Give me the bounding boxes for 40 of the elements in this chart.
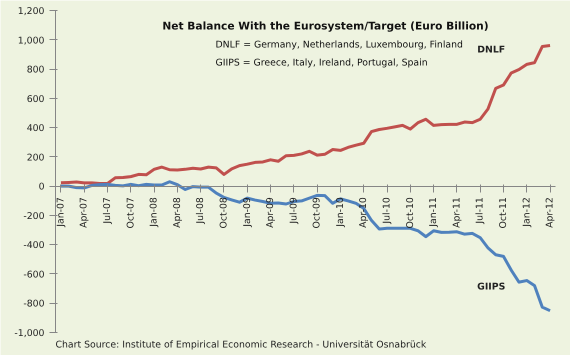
y-tick-label: -800 <box>23 298 45 310</box>
x-tick-label: Apr-11 <box>451 197 462 228</box>
x-tick-label: Oct-09 <box>312 197 323 228</box>
x-tick-label: Apr-10 <box>358 197 370 228</box>
y-tick-label: 1,200 <box>18 6 45 17</box>
x-tick-label: Apr-07 <box>78 197 90 228</box>
x-tick-label: Jul-10 <box>382 197 393 225</box>
text: Net Balance With the Eurosystem/Target (Euro Billion) <box>162 20 489 32</box>
y-tick-label: 600 <box>26 94 45 105</box>
x-tick-label: Apr-09 <box>265 197 276 228</box>
x-tick-label: Jan-09 <box>242 197 253 228</box>
x-tick-label: Jan-10 <box>334 197 346 228</box>
x-tick-label: Apr-08 <box>172 197 183 228</box>
y-tick-label: -400 <box>23 240 45 252</box>
x-tick-label: Jan-08 <box>148 197 160 228</box>
x-tick-label: Jan-07 <box>55 197 66 228</box>
y-tick-label: 400 <box>26 123 45 134</box>
series-label: DNLF <box>477 44 506 56</box>
y-tick-label: 200 <box>26 152 45 164</box>
y-tick-label: -1,000 <box>14 328 45 339</box>
annotation: GIIPS = Greece, Italy, Ireland, Portugal, Spain <box>216 58 428 68</box>
x-tick-label: Oct-10 <box>404 197 416 228</box>
x-tick-label: Oct-07 <box>125 197 136 228</box>
x-tick-label: Jan-11 <box>428 197 440 228</box>
y-tick-label: 800 <box>26 64 45 76</box>
y-tick-label: 1,000 <box>18 35 45 46</box>
text: Chart Source: Institute of Empirical Economic Research - Universität Osnabrück <box>56 340 427 350</box>
y-tick-label: -200 <box>23 210 45 222</box>
x-tick-label: Jul-11 <box>474 197 486 225</box>
x-tick-label: Apr-12 <box>544 197 556 228</box>
y-tick-label: -600 <box>23 269 45 280</box>
x-tick-label: Jul-08 <box>195 197 206 225</box>
y-tick-label: 0 <box>38 182 45 193</box>
x-tick-label: Oct-08 <box>218 197 230 228</box>
series-label: GIIPS <box>477 282 506 293</box>
x-tick-label: Oct-11 <box>498 197 509 228</box>
x-tick-label: Jul-07 <box>102 197 114 225</box>
annotation: DNLF = Germany, Netherlands, Luxembourg, Finland <box>216 40 464 50</box>
x-tick-label: Jan-12 <box>521 197 532 228</box>
x-tick-label: Jul-09 <box>288 197 300 225</box>
